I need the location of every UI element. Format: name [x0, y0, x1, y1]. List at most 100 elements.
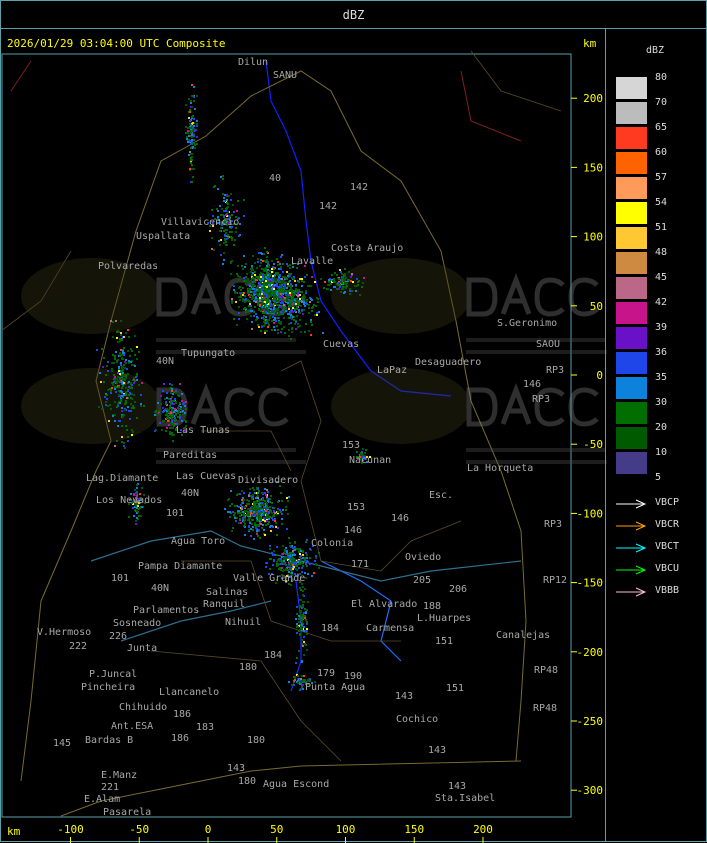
echo-pixel [283, 562, 285, 564]
echo-pixel [257, 304, 259, 306]
echo-pixel [168, 411, 170, 413]
echo-pixel [238, 217, 240, 219]
echo-pixel [181, 434, 183, 436]
echo-pixel [277, 332, 279, 334]
radar-map[interactable]: 4014214215315314614617120520618815115118… [1, 29, 607, 843]
echo-pixel [271, 279, 273, 281]
echo-pixel [303, 309, 305, 311]
echo-pixel [225, 232, 227, 234]
echo-pixel [276, 565, 278, 567]
echo-pixel [264, 534, 266, 536]
echo-pixel [289, 292, 291, 294]
echo-pixel [305, 611, 307, 613]
echo-pixel [260, 252, 262, 254]
echo-pixel [128, 336, 130, 338]
echo-pixel [123, 374, 125, 376]
echo-pixel [268, 306, 270, 308]
place-label: Uspallata [136, 231, 190, 242]
echo-pixel [261, 527, 263, 529]
echo-pixel [181, 393, 183, 395]
echo-pixel [233, 223, 235, 225]
color-swatch-57 [616, 177, 647, 199]
scale-label: 10 [655, 447, 668, 458]
echo-pixel [193, 168, 195, 170]
echo-pixel [298, 281, 300, 283]
echo-pixel [304, 643, 306, 645]
echo-pixel [265, 280, 267, 282]
echo-pixel [280, 569, 282, 571]
echo-pixel [230, 490, 232, 492]
echo-pixel [273, 279, 275, 281]
echo-pixel [159, 422, 161, 424]
echo-pixel [118, 394, 120, 396]
radar-entry-vbcu[interactable]: VBCU [616, 563, 706, 577]
echo-pixel [289, 275, 291, 277]
echo-pixel [289, 280, 291, 282]
radar-label: VBCR [655, 519, 680, 530]
echo-pixel [140, 394, 142, 396]
echo-pixel [287, 513, 289, 515]
echo-pixel [227, 211, 229, 213]
echo-pixel [305, 541, 307, 543]
echo-pixel [239, 493, 241, 495]
echo-pixel [181, 420, 183, 422]
echo-pixel [132, 507, 134, 509]
echo-pixel [363, 277, 365, 279]
echo-pixel [258, 282, 260, 284]
echo-pixel [246, 514, 248, 516]
echo-pixel [294, 573, 296, 575]
echo-pixel [135, 376, 137, 378]
radar-entry-vbcr[interactable]: VBCR [616, 519, 706, 533]
echo-pixel [252, 255, 254, 257]
scale-label: 20 [655, 422, 668, 433]
echo-pixel [224, 238, 226, 240]
radar-entry-vbcp[interactable]: VBCP [616, 497, 706, 511]
scale-label: 60 [655, 147, 668, 158]
radar-map-panel[interactable]: 40 142 142 153 153 146 146 171 205 206 188 151 151 18… [0, 28, 607, 843]
echo-pixel [249, 295, 251, 297]
echo-pixel [189, 123, 191, 125]
echo-pixel [331, 274, 333, 276]
echo-pixel [115, 381, 117, 383]
echo-pixel [172, 440, 174, 442]
y-tick-label: -200 [577, 646, 604, 659]
echo-pixel [266, 290, 268, 292]
echo-pixel [141, 506, 143, 508]
echo-pixel [296, 632, 298, 634]
echo-pixel [291, 328, 293, 330]
echo-pixel [288, 496, 290, 498]
echo-pixel [299, 319, 301, 321]
echo-pixel [305, 292, 307, 294]
place-label: Valle Grande [233, 573, 305, 584]
echo-pixel [310, 334, 312, 336]
echo-pixel [120, 320, 122, 322]
route-label: 146 [391, 513, 409, 524]
echo-pixel [121, 339, 123, 341]
echo-pixel [251, 321, 253, 323]
echo-pixel [117, 376, 119, 378]
echo-pixel [266, 309, 268, 311]
radar-entry-vbbb[interactable]: VBBB [616, 585, 706, 599]
echo-pixel [300, 559, 302, 561]
echo-pixel [254, 281, 256, 283]
echo-pixel [96, 349, 98, 351]
echo-pixel [285, 509, 287, 511]
echo-pixel [126, 397, 128, 399]
echo-pixel [281, 560, 283, 562]
echo-pixel [259, 304, 261, 306]
echo-pixel [263, 274, 265, 276]
echo-pixel [119, 353, 121, 355]
y-tick-label: -100 [577, 507, 604, 520]
echo-pixel [259, 512, 261, 514]
radar-entry-vbct[interactable]: VBCT [616, 541, 706, 555]
echo-pixel [258, 276, 260, 278]
echo-pixel [265, 566, 267, 568]
echo-pixel [303, 654, 305, 656]
route-labels-layer: 4014214215315314614617120520618815115118… [53, 173, 567, 793]
echo-pixel [364, 458, 366, 460]
echo-pixel [126, 368, 128, 370]
echo-pixel [290, 338, 292, 340]
echo-pixel [285, 577, 287, 579]
echo-pixel [306, 274, 308, 276]
echo-pixel [357, 456, 359, 458]
